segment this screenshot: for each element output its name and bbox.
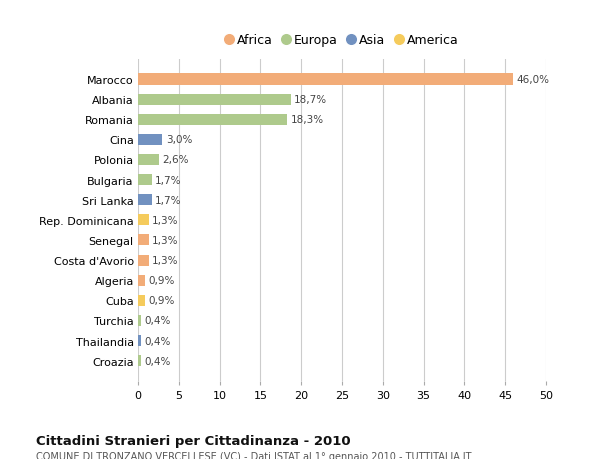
Bar xyxy=(138,114,287,125)
Text: Cittadini Stranieri per Cittadinanza - 2010: Cittadini Stranieri per Cittadinanza - 2… xyxy=(36,434,350,447)
Bar xyxy=(138,295,145,306)
Bar xyxy=(138,335,141,346)
Bar xyxy=(138,195,152,206)
Bar xyxy=(138,275,145,286)
Text: 0,4%: 0,4% xyxy=(145,336,171,346)
Text: 1,3%: 1,3% xyxy=(152,215,178,225)
Text: 1,7%: 1,7% xyxy=(155,175,182,185)
Bar xyxy=(138,174,152,186)
Text: 0,4%: 0,4% xyxy=(145,316,171,326)
Bar xyxy=(138,215,149,226)
Text: 3,0%: 3,0% xyxy=(166,135,192,145)
Bar xyxy=(138,155,159,166)
Bar xyxy=(138,95,290,106)
Text: 0,9%: 0,9% xyxy=(149,296,175,306)
Text: 0,9%: 0,9% xyxy=(149,275,175,285)
Legend: Africa, Europa, Asia, America: Africa, Europa, Asia, America xyxy=(222,31,462,51)
Text: 0,4%: 0,4% xyxy=(145,356,171,366)
Bar xyxy=(138,315,141,326)
Text: 1,3%: 1,3% xyxy=(152,256,178,265)
Text: 2,6%: 2,6% xyxy=(163,155,189,165)
Bar xyxy=(138,134,163,146)
Text: 18,3%: 18,3% xyxy=(290,115,324,125)
Text: 46,0%: 46,0% xyxy=(517,75,550,85)
Text: 18,7%: 18,7% xyxy=(294,95,327,105)
Bar xyxy=(138,355,141,366)
Text: 1,7%: 1,7% xyxy=(155,195,182,205)
Bar xyxy=(138,74,514,85)
Text: COMUNE DI TRONZANO VERCELLESE (VC) - Dati ISTAT al 1° gennaio 2010 - TUTTITALIA.: COMUNE DI TRONZANO VERCELLESE (VC) - Dat… xyxy=(36,451,472,459)
Bar xyxy=(138,235,149,246)
Bar xyxy=(138,255,149,266)
Text: 1,3%: 1,3% xyxy=(152,235,178,246)
